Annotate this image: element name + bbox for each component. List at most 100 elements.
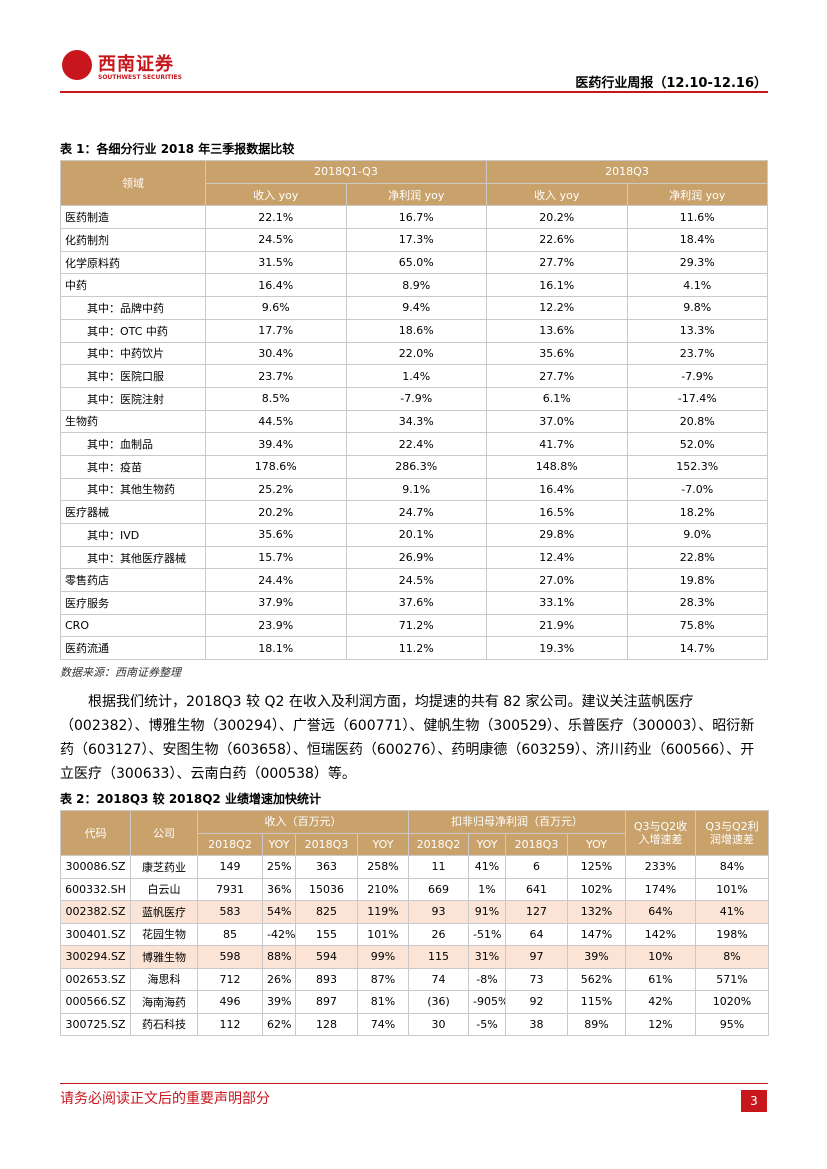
table-row: 化药制剂 24.5% 17.3% 22.6% 18.4% <box>60 228 768 252</box>
table-cell: 27.7% <box>486 250 628 275</box>
table-cell: 65.0% <box>345 250 487 275</box>
table-cell: 中药 <box>60 273 206 298</box>
table-cell: 74 <box>408 967 469 991</box>
table-cell: 12.4% <box>486 545 628 570</box>
table-cell: 233% <box>625 855 696 879</box>
table-cell: 38 <box>505 1012 568 1036</box>
header-row: 2018Q2 YOY 2018Q3 YOY 2018Q2 YOY 2018Q3 YOY <box>61 832 769 856</box>
table: 领域 2018Q1-Q3 2018Q3 收入 yoy 净利润 yoy 收入 yoy 净利润 … <box>60 159 768 661</box>
table-cell: -5% <box>468 1012 506 1036</box>
table-cell: 26% <box>262 967 296 991</box>
table-cell: 142% <box>625 922 696 946</box>
header-cell: Q3与Q2利润增速差 <box>695 810 769 856</box>
table-cell: 155 <box>295 922 358 946</box>
table-cell: 71.2% <box>345 613 487 638</box>
table-cell: 119% <box>357 900 409 924</box>
header-cell: 公司 <box>130 810 198 856</box>
table-row: 其中：品牌中药 9.6% 9.4% 12.2% 9.8% <box>60 296 768 320</box>
table-cell: 30 <box>408 1012 469 1036</box>
table-cell: 23.7% <box>626 341 768 366</box>
table-cell: (36) <box>408 990 469 1014</box>
table-cell: 27.7% <box>486 364 628 388</box>
table-cell: 18.2% <box>626 500 768 524</box>
table-cell: 18.6% <box>345 318 487 343</box>
table-cell: 91% <box>468 900 506 924</box>
table-row: 生物药 44.5% 34.3% 37.0% 20.8% <box>60 409 768 434</box>
table-cell: 002653.SZ <box>60 967 131 991</box>
table-row: 零售药店 24.4% 24.5% 27.0% 19.8% <box>60 568 768 593</box>
table-cell: 594 <box>295 945 358 969</box>
table-cell: 9.4% <box>345 296 487 320</box>
table-cell: 300725.SZ <box>60 1012 131 1036</box>
table-cell: 白云山 <box>130 877 198 901</box>
table-cell: 化药制剂 <box>60 228 206 252</box>
table-cell: 39% <box>567 945 626 969</box>
table-cell: 31.5% <box>205 250 347 275</box>
header-cell: 收入（百万元） <box>197 810 409 834</box>
table-cell: 149 <box>197 855 263 879</box>
table-cell: 12.2% <box>486 296 628 320</box>
table-cell: 11.2% <box>345 636 487 661</box>
table-cell: 其中：医院口服 <box>60 364 206 388</box>
table-cell: 64 <box>505 922 568 946</box>
table-cell: 125% <box>567 855 626 879</box>
table-cell: 10% <box>625 945 696 969</box>
table-cell: 31% <box>468 945 506 969</box>
table-cell: 562% <box>567 967 626 991</box>
header-cell: YOY <box>567 832 626 856</box>
table-cell: 零售药店 <box>60 568 206 593</box>
table-cell: 1.4% <box>345 364 487 388</box>
table-cell: 20.2% <box>205 500 347 524</box>
header-cell: 2018Q1-Q3 <box>205 160 487 184</box>
table-cell: 17.7% <box>205 318 347 343</box>
header-cell: 净利润 yoy <box>345 182 487 207</box>
table-cell: 210% <box>357 877 409 901</box>
table-cell: 其中：医院注射 <box>60 386 206 411</box>
table-cell: 康芝药业 <box>130 855 198 879</box>
table-row: 其中：血制品 39.4% 22.4% 41.7% 52.0% <box>60 432 768 456</box>
table-cell: 14.7% <box>626 636 768 661</box>
header-cell: 2018Q3 <box>295 832 358 856</box>
table-cell: 112 <box>197 1012 263 1036</box>
table-row: 002382.SZ 蓝帆医疗 583 54% 825 119% 93 91% 127 132% 64… <box>60 900 769 924</box>
table-cell: 其中：中药饮片 <box>60 341 206 366</box>
table-cell: 化学原料药 <box>60 250 206 275</box>
table-cell: 712 <box>197 967 263 991</box>
table-row: 其中：OTC 中药 17.7% 18.6% 13.6% 13.3% <box>60 318 768 343</box>
table-cell: 300086.SZ <box>60 855 131 879</box>
table-cell: 669 <box>408 877 469 901</box>
table-cell: 27.0% <box>486 568 628 593</box>
table-cell: 24.5% <box>345 568 487 593</box>
table-cell: 41.7% <box>486 432 628 456</box>
table-cell: 22.0% <box>345 341 487 366</box>
table-cell: 8.5% <box>205 386 347 411</box>
table-cell: -8% <box>468 967 506 991</box>
table-row: 002653.SZ 海思科 712 26% 893 87% 74 -8% 73 562% 61% 57… <box>60 967 769 991</box>
table-cell: 92 <box>505 990 568 1014</box>
table-cell: 15036 <box>295 877 358 901</box>
table-cell: 21.9% <box>486 613 628 638</box>
table-cell: 25% <box>262 855 296 879</box>
table-cell: 825 <box>295 900 358 924</box>
table-cell: 其中：IVD <box>60 523 206 547</box>
table-row: 其中：医院口服 23.7% 1.4% 27.7% -7.9% <box>60 364 768 388</box>
header-cell: 扣非归母净利润（百万元） <box>408 810 626 834</box>
header-cell: 2018Q2 <box>408 832 469 856</box>
table-cell: 博雅生物 <box>130 945 198 969</box>
header-cell: YOY <box>468 832 506 856</box>
table-cell: 128 <box>295 1012 358 1036</box>
table-cell: 22.8% <box>626 545 768 570</box>
footer-rule <box>60 1083 768 1084</box>
table-cell: 其中：疫苗 <box>60 454 206 479</box>
table-cell: 81% <box>357 990 409 1014</box>
table-caption: 表 2：2018Q3 较 2018Q2 业绩增速加快统计 <box>60 792 321 806</box>
table-cell: CRO <box>60 613 206 638</box>
table-cell: 8.9% <box>345 273 487 298</box>
table-cell: 17.3% <box>345 228 487 252</box>
table-cell: 20.2% <box>486 205 628 230</box>
header-cell: 收入 yoy <box>486 182 628 207</box>
table-cell: 300294.SZ <box>60 945 131 969</box>
table-cell: 496 <box>197 990 263 1014</box>
table-cell: 174% <box>625 877 696 901</box>
table-cell: 13.6% <box>486 318 628 343</box>
